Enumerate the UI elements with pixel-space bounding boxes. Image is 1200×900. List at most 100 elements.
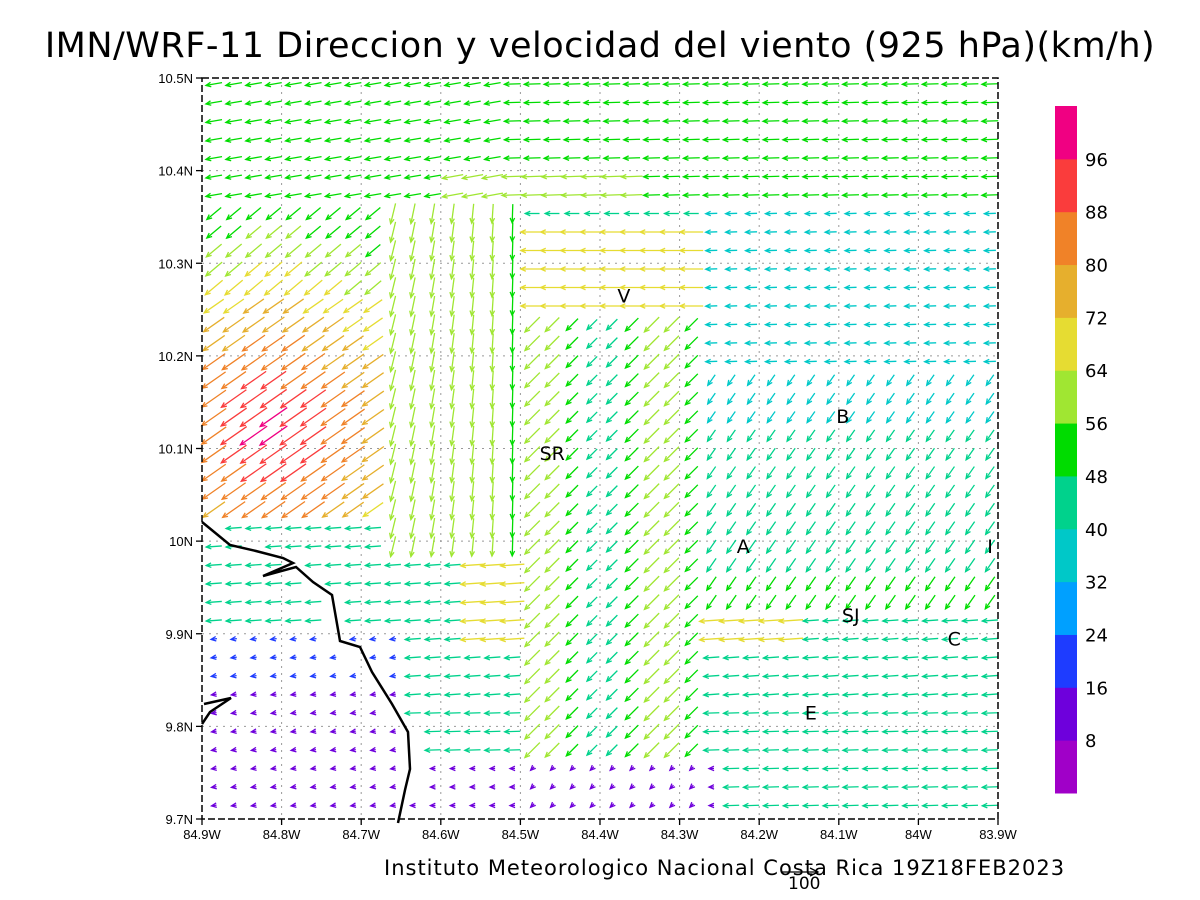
wind-vector	[706, 374, 716, 387]
wind-vector	[704, 210, 718, 217]
wind-vector	[244, 192, 262, 199]
wind-vector	[229, 746, 237, 753]
wind-vector	[469, 259, 476, 281]
wind-vector	[863, 340, 877, 346]
wind-vector	[329, 802, 337, 809]
wind-vector	[229, 783, 237, 790]
wind-vector	[900, 118, 919, 124]
wind-vector	[960, 784, 979, 790]
wind-vector	[262, 298, 285, 314]
wind-vector	[299, 407, 327, 427]
wind-vector	[463, 137, 481, 143]
wind-vector	[885, 411, 896, 424]
wind-vector	[349, 746, 357, 753]
wind-vector	[321, 335, 345, 352]
wind-vector	[605, 448, 618, 461]
wind-vector	[463, 100, 481, 106]
wind-vector	[303, 100, 322, 106]
wind-vector	[903, 210, 917, 217]
wind-vector	[480, 174, 504, 181]
wind-vector	[565, 410, 579, 424]
wind-vector	[923, 266, 937, 272]
wind-vector	[479, 636, 505, 643]
wind-vector	[363, 599, 382, 606]
wind-vector	[409, 406, 416, 429]
wind-vector	[423, 728, 441, 735]
wind-vector	[585, 355, 598, 368]
wind-vector	[825, 502, 836, 517]
wind-vector	[220, 444, 247, 464]
wind-vector	[361, 464, 385, 481]
wind-vector	[323, 174, 342, 180]
wind-vector	[200, 426, 227, 445]
wind-vector	[609, 801, 616, 809]
wind-vector	[469, 536, 476, 558]
wind-vector	[565, 743, 579, 757]
wind-vector	[684, 687, 699, 702]
wind-vector	[443, 728, 461, 735]
wind-vector	[523, 723, 541, 741]
wind-vector	[509, 537, 516, 558]
wind-vector	[801, 99, 820, 106]
wind-vector	[299, 426, 327, 446]
wind-vector	[449, 370, 455, 392]
wind-vector	[940, 654, 959, 661]
wind-vector	[361, 502, 384, 518]
wind-vector	[523, 316, 541, 334]
wind-vector	[258, 425, 288, 446]
wind-vector	[409, 388, 416, 411]
wind-vector	[343, 525, 362, 532]
wind-vector	[280, 370, 307, 390]
wind-vector	[923, 358, 937, 365]
colorbar-label: 64	[1085, 361, 1108, 382]
wind-vector	[522, 99, 541, 106]
wind-vector	[785, 484, 796, 499]
wind-vector	[962, 321, 976, 328]
lon-tick-label: 84.4W	[581, 827, 619, 842]
wind-vector	[678, 247, 704, 254]
wind-vector	[724, 358, 738, 365]
wind-vector	[443, 599, 461, 606]
wind-vector	[280, 352, 306, 371]
wind-vector	[529, 783, 536, 790]
wind-vector	[940, 784, 959, 790]
wind-vector	[383, 599, 401, 606]
wind-vector	[942, 210, 957, 217]
wind-vector	[383, 192, 402, 199]
wind-vector	[244, 580, 262, 587]
wind-vector	[745, 576, 757, 592]
wind-vector	[320, 408, 346, 427]
wind-vector	[684, 724, 699, 739]
wind-vector	[509, 426, 516, 447]
wind-vector	[622, 136, 641, 143]
wind-vector	[284, 100, 302, 106]
wind-vector	[321, 316, 344, 333]
wind-vector	[783, 284, 797, 291]
colorbar-label: 48	[1085, 467, 1108, 488]
wind-vector	[320, 371, 346, 389]
lat-tick-label: 10.2N	[158, 349, 193, 364]
wind-vector	[706, 484, 717, 499]
wind-vector	[285, 225, 302, 240]
wind-vector	[522, 118, 541, 124]
wind-vector	[544, 354, 560, 370]
wind-vector	[881, 654, 899, 661]
coastline-segment	[200, 696, 232, 725]
wind-vector	[489, 314, 496, 336]
wind-vector	[303, 81, 322, 88]
wind-vector	[585, 577, 598, 590]
wind-vector	[823, 340, 837, 346]
wind-vector	[565, 632, 579, 646]
wind-vector	[661, 81, 680, 87]
wind-vector	[643, 464, 660, 481]
wind-vector	[224, 617, 242, 624]
wind-vector	[783, 229, 797, 235]
wind-vector	[605, 577, 618, 590]
wind-vector	[483, 691, 501, 698]
wind-vector	[801, 654, 819, 661]
wind-vector	[509, 333, 516, 354]
wind-vector	[388, 332, 397, 355]
wind-vector	[609, 783, 616, 790]
wind-vector	[724, 284, 738, 291]
